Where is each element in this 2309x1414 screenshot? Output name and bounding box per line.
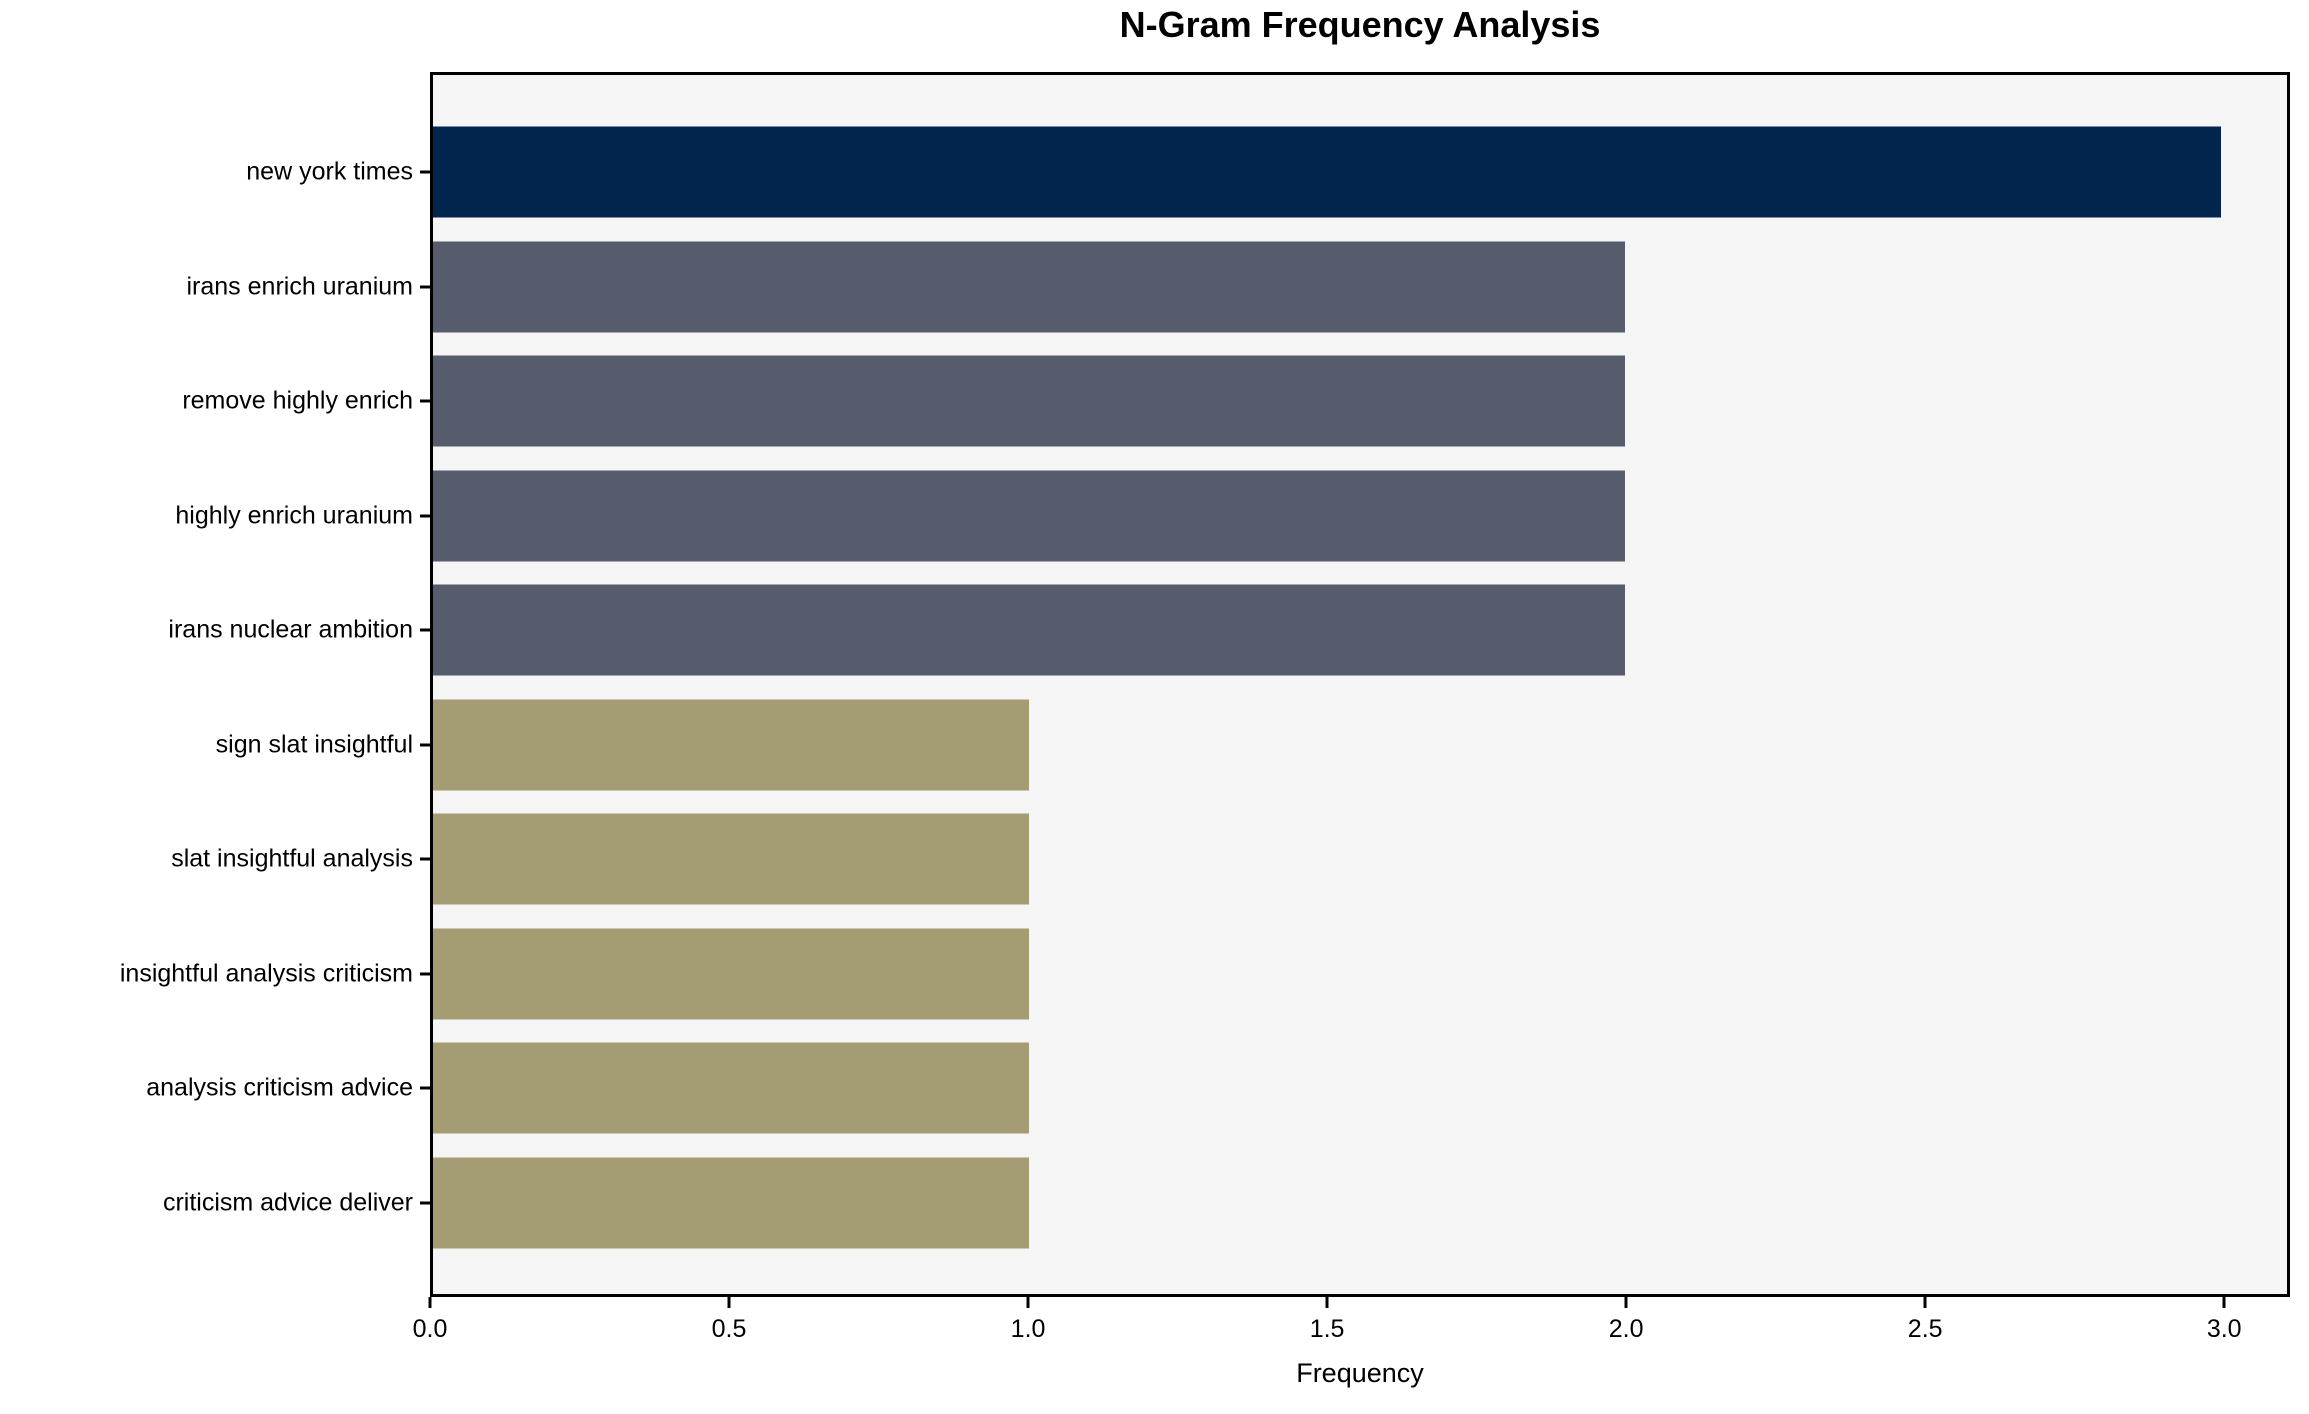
y-tick-label: highly enrich uranium xyxy=(175,501,413,530)
plot-area: new york times irans enrich uranium remove… xyxy=(120,72,2290,1297)
y-tick-label: irans enrich uranium xyxy=(186,272,414,301)
y-tick-label: insightful analysis criticism xyxy=(119,959,413,988)
y-tick-label: irans nuclear ambition xyxy=(168,615,413,644)
x-tick-label: 2.0 xyxy=(1608,1315,1644,1343)
x-tick-mark xyxy=(1923,1297,1927,1308)
y-tick-mark xyxy=(420,514,430,518)
x-tick-label: 3.0 xyxy=(2206,1315,2242,1343)
x-tick-mark xyxy=(1624,1297,1628,1308)
y-tick-mark xyxy=(420,972,430,976)
bar xyxy=(433,1042,1030,1134)
x-axis: 0.0 0.5 1.0 1.5 2.0 2.5 3.0 xyxy=(413,1297,2290,1377)
bar xyxy=(433,470,1626,562)
y-tick-mark xyxy=(420,1201,430,1205)
bar-row: slat insightful analysis xyxy=(171,802,2287,917)
bar-row: new york times xyxy=(246,115,2287,230)
bar xyxy=(433,813,1030,905)
bar-row: remove highly enrich xyxy=(182,344,2287,459)
x-tick-label: 1.0 xyxy=(1010,1315,1046,1343)
y-tick-label: slat insightful analysis xyxy=(171,844,413,873)
y-tick-label: analysis criticism advice xyxy=(146,1073,413,1102)
x-tick-mark xyxy=(2222,1297,2226,1308)
bar xyxy=(433,928,1030,1020)
bar-row: highly enrich uranium xyxy=(175,459,2287,574)
bar-row: analysis criticism advice xyxy=(146,1031,2287,1146)
bar xyxy=(433,355,1626,447)
y-tick-mark xyxy=(420,1086,430,1090)
bar-row: insightful analysis criticism xyxy=(120,917,2287,1032)
y-tick-label: sign slat insightful xyxy=(215,730,413,759)
y-tick-mark xyxy=(420,399,430,403)
x-tick-mark xyxy=(727,1297,731,1308)
bar-row: irans enrich uranium xyxy=(187,230,2287,345)
y-tick-mark xyxy=(420,170,430,174)
x-tick-label: 2.5 xyxy=(1907,1315,1943,1343)
y-tick-mark xyxy=(420,285,430,289)
bar-row: criticism advice deliver xyxy=(163,1146,2287,1261)
x-tick-mark xyxy=(428,1297,432,1308)
y-tick-mark xyxy=(420,857,430,861)
x-tick-mark xyxy=(1325,1297,1329,1308)
bar xyxy=(433,126,2222,218)
bar-row: sign slat insightful xyxy=(216,688,2287,803)
y-tick-label: criticism advice deliver xyxy=(162,1188,413,1217)
y-tick-label: remove highly enrich xyxy=(182,386,413,415)
bar xyxy=(433,584,1626,676)
y-tick-label: new york times xyxy=(246,157,413,186)
bar-row: irans nuclear ambition xyxy=(168,573,2287,688)
x-tick-label: 0.5 xyxy=(711,1315,747,1343)
bar xyxy=(433,241,1626,333)
y-tick-mark xyxy=(420,743,430,747)
bar xyxy=(433,699,1030,791)
x-tick-label: 1.5 xyxy=(1309,1315,1345,1343)
x-tick-label: 0.0 xyxy=(412,1315,448,1343)
x-tick-mark xyxy=(1026,1297,1030,1308)
chart-title: N-Gram Frequency Analysis xyxy=(1119,4,1601,45)
bar xyxy=(433,1157,1030,1249)
y-tick-mark xyxy=(420,628,430,632)
x-axis-label: Frequency xyxy=(1296,1358,1424,1388)
